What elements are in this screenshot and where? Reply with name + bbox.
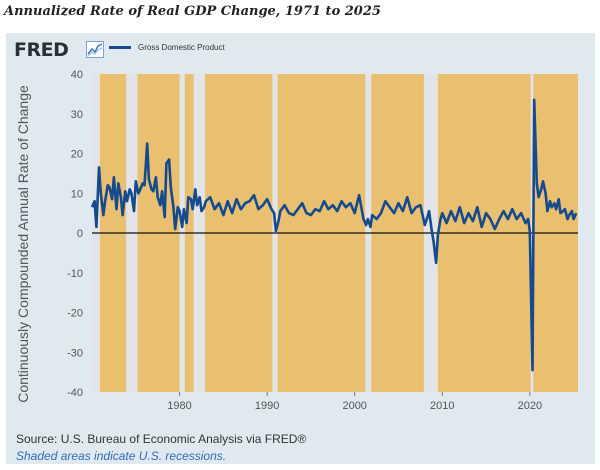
fred-logo[interactable]: FRED: [14, 39, 69, 61]
y-tick-label: -20: [67, 308, 83, 320]
x-tick-label: 2000: [342, 400, 366, 412]
fred-graph-icon: [86, 41, 104, 58]
y-tick-label: -30: [67, 347, 83, 359]
series-line-gdp: [90, 98, 578, 372]
x-tick-label: 1990: [255, 400, 279, 412]
x-tick-label: 1980: [167, 400, 191, 412]
y-tick-label: 20: [71, 149, 83, 161]
y-tick-label: 30: [71, 109, 83, 121]
y-tick-label: 10: [71, 188, 83, 200]
chart-title: Annualized Rate of Real GDP Change, 1971…: [4, 4, 381, 19]
recession-note: Shaded areas indicate U.S. recessions.: [16, 449, 227, 463]
y-tick-label: 0: [77, 228, 83, 240]
legend-swatch: [109, 46, 131, 49]
y-tick-label: -40: [67, 387, 83, 399]
x-tick-label: 2010: [430, 400, 454, 412]
y-tick-label: -10: [67, 268, 83, 280]
legend-label: Gross Domestic Product: [138, 43, 225, 52]
x-tick-label: 2020: [518, 400, 542, 412]
y-tick-label: 40: [71, 69, 83, 81]
source-text: Source: U.S. Bureau of Economic Analysis…: [16, 432, 307, 446]
chart-legend: Gross Domestic Product: [109, 43, 225, 52]
